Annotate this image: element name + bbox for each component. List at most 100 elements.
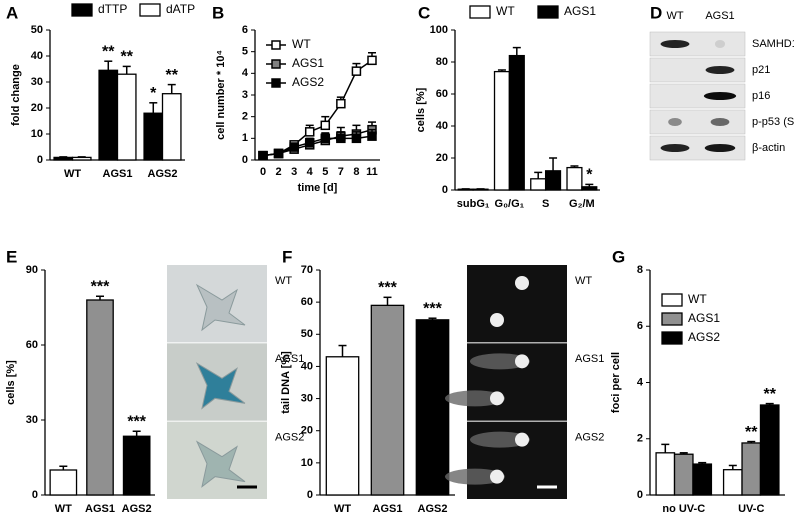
blot-band bbox=[660, 144, 690, 152]
y-tick-label: 2 bbox=[637, 433, 643, 445]
panel-letter: F bbox=[282, 247, 292, 266]
y-tick-label: 10 bbox=[301, 457, 313, 469]
panel-letter: A bbox=[6, 3, 18, 22]
legend-swatch bbox=[661, 293, 683, 307]
significance: ** bbox=[763, 386, 776, 403]
legend-label: WT bbox=[292, 37, 311, 51]
blot-band bbox=[660, 40, 690, 48]
bar bbox=[71, 156, 92, 161]
image-label: AGS1 bbox=[575, 353, 604, 365]
cell bbox=[195, 283, 246, 332]
comet-head bbox=[515, 276, 529, 290]
y-tick-label: 1 bbox=[242, 132, 248, 144]
x-tick-label: G₂/M bbox=[569, 198, 595, 210]
bar bbox=[86, 299, 114, 496]
y-tick-label: 6 bbox=[637, 320, 643, 332]
comet-tail bbox=[470, 353, 530, 370]
comet-head bbox=[490, 313, 504, 327]
y-tick-label: 50 bbox=[301, 328, 313, 340]
bar bbox=[122, 435, 151, 496]
bar bbox=[508, 54, 525, 191]
y-tick-label: 30 bbox=[301, 392, 313, 404]
marker bbox=[304, 127, 315, 137]
band-label: SAMHD1 bbox=[752, 38, 794, 50]
legend-swatch bbox=[537, 5, 559, 19]
legend-label: AGS1 bbox=[688, 311, 720, 325]
x-tick-label: subG₁ bbox=[457, 198, 490, 210]
legend-marker bbox=[271, 40, 281, 50]
y-axis-label: cells [%] bbox=[5, 360, 17, 405]
blot-band bbox=[703, 92, 737, 100]
blot-band bbox=[705, 66, 735, 74]
comet-tail bbox=[470, 431, 530, 448]
x-tick-label: 2 bbox=[276, 166, 282, 178]
marker bbox=[367, 55, 377, 66]
y-tick-label: 30 bbox=[26, 414, 38, 426]
band-label: p21 bbox=[752, 64, 770, 76]
comet-head bbox=[490, 469, 504, 484]
y-tick-label: 2 bbox=[242, 111, 248, 123]
legend-label: dTTP bbox=[98, 2, 127, 16]
y-tick-label: 40 bbox=[436, 120, 448, 132]
significance: ** bbox=[745, 424, 758, 441]
cell bbox=[195, 362, 246, 410]
bar bbox=[143, 112, 164, 161]
legend-swatch bbox=[139, 3, 161, 17]
legend-swatch bbox=[661, 331, 683, 345]
image-label: AGS2 bbox=[575, 432, 604, 444]
y-tick-label: 4 bbox=[242, 67, 249, 79]
x-tick-label: 7 bbox=[338, 166, 344, 178]
significance: ** bbox=[165, 67, 178, 84]
x-tick-label: G₀/G₁ bbox=[495, 198, 525, 210]
y-tick-label: 40 bbox=[301, 360, 313, 372]
bar bbox=[692, 463, 713, 496]
panel-letter: E bbox=[6, 247, 17, 266]
bar bbox=[673, 453, 694, 496]
marker bbox=[258, 150, 268, 161]
y-tick-label: 0 bbox=[442, 184, 448, 196]
y-tick-label: 0 bbox=[32, 489, 38, 501]
x-tick-label: AGS2 bbox=[418, 503, 448, 515]
bar bbox=[581, 186, 598, 191]
y-tick-label: 10 bbox=[31, 128, 43, 140]
significance: *** bbox=[127, 413, 146, 430]
bar bbox=[370, 304, 405, 496]
x-tick-label: WT bbox=[64, 168, 81, 180]
legend-marker bbox=[271, 78, 281, 88]
comet-head bbox=[515, 354, 529, 369]
significance: *** bbox=[423, 300, 442, 317]
significance: ** bbox=[102, 43, 115, 60]
y-tick-label: 40 bbox=[31, 50, 43, 62]
x-tick-label: AGS2 bbox=[148, 168, 178, 180]
x-tick-label: WT bbox=[334, 503, 351, 515]
significance: * bbox=[150, 85, 157, 102]
legend-label: WT bbox=[496, 4, 515, 18]
significance: *** bbox=[378, 280, 397, 297]
marker bbox=[336, 133, 346, 144]
panel-letter: B bbox=[212, 3, 224, 22]
blot-band bbox=[714, 40, 726, 48]
bar bbox=[98, 69, 119, 161]
blot-band bbox=[704, 144, 736, 152]
comet-head bbox=[515, 432, 529, 447]
marker bbox=[351, 66, 362, 76]
x-tick-label: 3 bbox=[291, 166, 297, 178]
y-tick-label: 6 bbox=[242, 24, 248, 36]
y-tick-label: 30 bbox=[31, 76, 43, 88]
y-tick-label: 3 bbox=[242, 89, 248, 101]
legend-label: WT bbox=[688, 292, 707, 306]
bar bbox=[493, 70, 511, 191]
blot-band bbox=[710, 118, 730, 126]
y-tick-label: 70 bbox=[301, 264, 313, 276]
bar bbox=[415, 319, 450, 496]
x-tick-label: AGS2 bbox=[122, 503, 152, 515]
y-tick-label: 8 bbox=[637, 264, 643, 276]
comet-tail bbox=[445, 390, 505, 407]
image-label: WT bbox=[575, 275, 592, 287]
y-tick-label: 60 bbox=[436, 88, 448, 100]
bar bbox=[759, 404, 780, 496]
y-tick-label: 80 bbox=[436, 56, 448, 68]
legend-swatch bbox=[661, 312, 683, 326]
legend-label: AGS2 bbox=[292, 75, 324, 89]
cell bbox=[195, 440, 246, 488]
